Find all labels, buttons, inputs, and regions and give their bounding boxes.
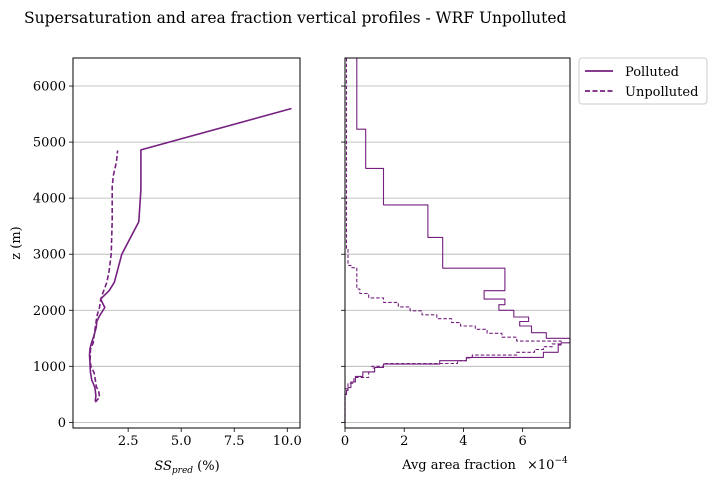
left-series bbox=[88, 107, 292, 403]
right-x-offset-text: ×10−4 bbox=[527, 456, 568, 473]
right-series bbox=[344, 57, 571, 423]
y-tick-label: 1000 bbox=[33, 360, 66, 375]
x-tick-label: 6 bbox=[518, 434, 526, 449]
left-x-axis-label: SSpred (%) bbox=[154, 459, 219, 476]
x-tick-label: 0 bbox=[341, 434, 349, 449]
left-axes-frame bbox=[72, 57, 301, 429]
legend-frame bbox=[578, 57, 708, 105]
y-tick-label: 4000 bbox=[33, 192, 66, 207]
right-x-offset-exponent: −4 bbox=[554, 456, 568, 466]
right-y-ticks bbox=[341, 85, 345, 423]
y-tick-label: 6000 bbox=[33, 80, 66, 95]
left-x-axis-label-main: SS bbox=[154, 459, 172, 474]
left-x-axis-label-unit: (%) bbox=[193, 459, 220, 474]
area-fraction-panel: 0 2 4 6 Avg area fraction ×10−4 bbox=[341, 57, 571, 473]
left-x-axis-label-subscript: pred bbox=[172, 466, 193, 476]
right-x-axis-label: Avg area fraction bbox=[401, 458, 516, 473]
left-x-ticks: 2.5 5.0 7.5 10.0 bbox=[118, 428, 302, 449]
right-x-ticks: 0 2 4 6 bbox=[341, 428, 527, 449]
left-y-axis-label: z (m) bbox=[9, 226, 24, 259]
right-axes-frame bbox=[344, 57, 571, 429]
legend-polluted-label: Polluted bbox=[625, 65, 679, 80]
x-tick-label: 2 bbox=[400, 434, 408, 449]
x-tick-label: 7.5 bbox=[224, 434, 245, 449]
left-y-ticks: 0 1000 2000 3000 4000 5000 6000 bbox=[33, 80, 73, 431]
supersaturation-panel: 2.5 5.0 7.5 10.0 0100020003000400050006000 … bbox=[9, 57, 302, 476]
legend: Polluted Unpolluted bbox=[578, 57, 708, 105]
supersaturation-polluted-line bbox=[88, 107, 292, 402]
x-tick-label: 5.0 bbox=[171, 434, 192, 449]
area-fraction-polluted-line bbox=[344, 57, 571, 423]
x-tick-label: 10.0 bbox=[273, 434, 302, 449]
y-tick-label: 0 bbox=[58, 416, 66, 431]
x-tick-label: 2.5 bbox=[118, 434, 139, 449]
y-tick-label: 2000 bbox=[33, 304, 66, 319]
x-tick-label: 4 bbox=[459, 434, 467, 449]
y-tick-label: 5000 bbox=[33, 136, 66, 151]
right-x-offset-base: ×10 bbox=[527, 458, 554, 473]
legend-unpolluted-label: Unpolluted bbox=[625, 85, 698, 100]
area-fraction-unpolluted-line bbox=[344, 57, 562, 423]
y-tick-label: 3000 bbox=[33, 248, 66, 263]
supersaturation-unpolluted-line bbox=[89, 150, 119, 403]
figure-title: Supersaturation and area fraction vertic… bbox=[24, 9, 567, 27]
